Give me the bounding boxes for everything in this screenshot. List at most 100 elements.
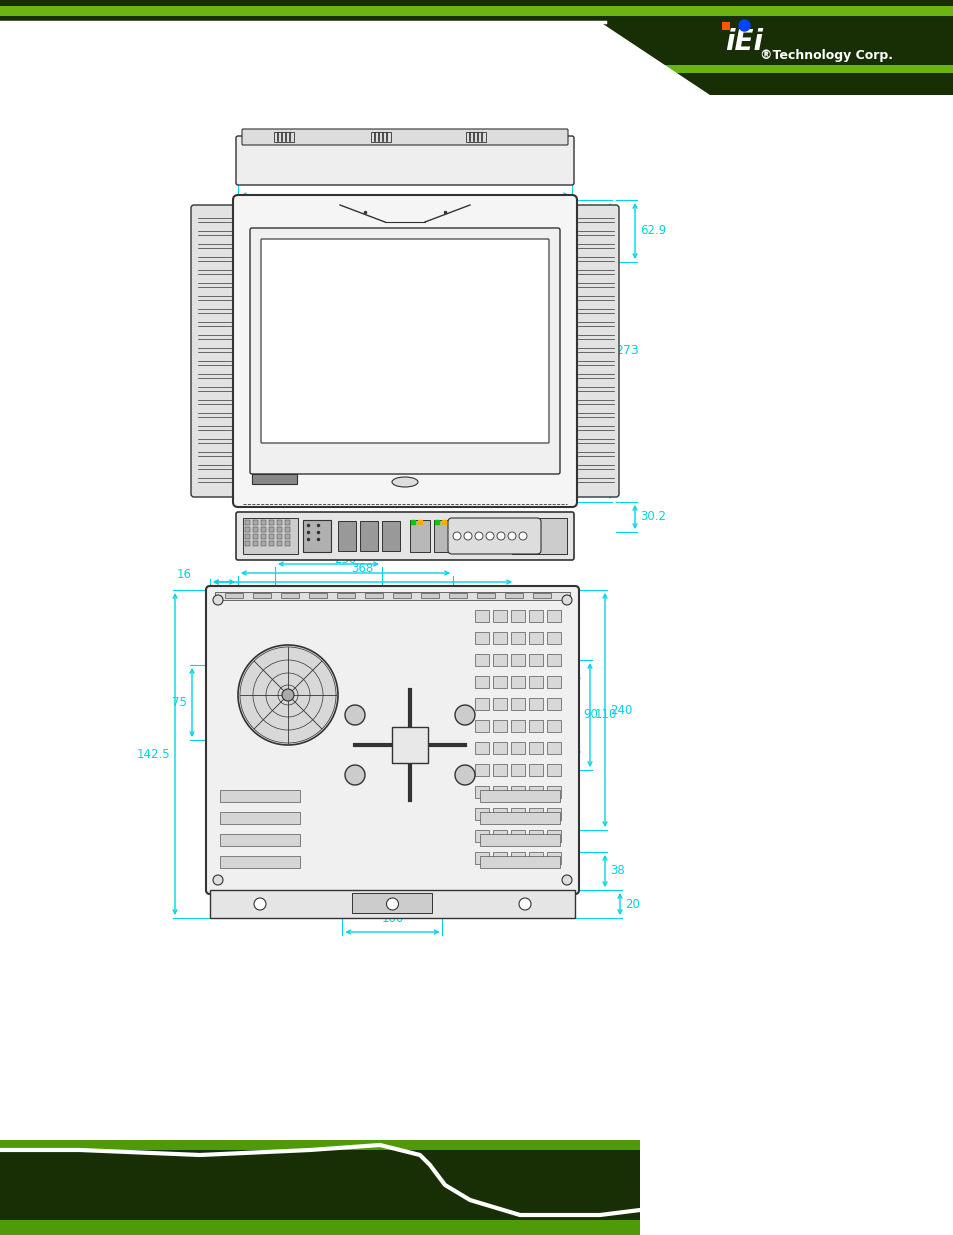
Bar (546, 655, 560, 666)
Bar (511, 742, 524, 755)
Bar (276, 520, 282, 525)
Bar (253, 520, 257, 525)
Bar (274, 132, 294, 142)
Bar (245, 534, 250, 538)
Circle shape (497, 532, 504, 540)
Circle shape (518, 898, 531, 910)
Bar (493, 632, 506, 643)
Bar (475, 808, 489, 820)
Bar (511, 720, 524, 732)
Bar (533, 593, 551, 598)
Bar (529, 785, 542, 798)
Text: 400: 400 (393, 175, 416, 188)
Bar (479, 856, 559, 868)
Text: 273: 273 (615, 345, 639, 357)
Bar (511, 852, 524, 864)
Bar (475, 632, 489, 643)
Text: 250: 250 (334, 553, 356, 566)
Bar (245, 527, 250, 532)
Bar (371, 132, 391, 142)
Bar (529, 632, 542, 643)
Bar (475, 742, 489, 755)
Bar (269, 534, 274, 538)
Bar (529, 742, 542, 755)
Text: iEi: iEi (724, 28, 762, 56)
Polygon shape (639, 1140, 953, 1235)
Bar (393, 593, 411, 598)
Bar (0, 1220, 953, 1235)
Bar (352, 893, 432, 913)
Bar (285, 541, 290, 546)
Text: 240: 240 (609, 704, 632, 716)
Text: 62.9: 62.9 (639, 225, 665, 237)
Text: 38: 38 (609, 864, 624, 878)
Bar (493, 720, 506, 732)
Circle shape (561, 876, 572, 885)
Bar (220, 856, 299, 868)
FancyBboxPatch shape (448, 517, 540, 555)
Text: 90: 90 (582, 709, 598, 721)
Bar (336, 593, 355, 598)
Bar (511, 632, 524, 643)
Bar (546, 785, 560, 798)
Bar (309, 593, 327, 598)
Bar (0, 6, 953, 16)
Circle shape (386, 898, 398, 910)
Bar (365, 593, 382, 598)
Bar (269, 541, 274, 546)
Bar (245, 520, 250, 525)
Bar (261, 527, 266, 532)
Text: 100: 100 (381, 911, 403, 925)
Circle shape (213, 876, 223, 885)
Bar (493, 742, 506, 755)
Bar (253, 527, 257, 532)
Bar (243, 517, 297, 555)
Bar (529, 676, 542, 688)
Circle shape (455, 705, 475, 725)
Bar (420, 593, 438, 598)
Bar (285, 534, 290, 538)
Circle shape (463, 532, 472, 540)
Bar (269, 527, 274, 532)
Bar (511, 698, 524, 710)
FancyBboxPatch shape (235, 136, 574, 185)
Bar (475, 764, 489, 776)
Text: ®Technology Corp.: ®Technology Corp. (760, 48, 892, 62)
Bar (511, 785, 524, 798)
Bar (0, 65, 953, 73)
Bar (220, 811, 299, 824)
Bar (214, 592, 569, 600)
Bar (276, 534, 282, 538)
Bar (493, 764, 506, 776)
Bar (529, 610, 542, 622)
Bar (475, 676, 489, 688)
Bar (493, 655, 506, 666)
Text: 20: 20 (624, 898, 639, 910)
Text: 142.5: 142.5 (136, 747, 170, 761)
Bar (475, 852, 489, 864)
Bar (261, 541, 266, 546)
Bar (504, 593, 522, 598)
Bar (281, 593, 298, 598)
Bar (285, 527, 290, 532)
Circle shape (282, 689, 294, 701)
Bar (493, 698, 506, 710)
Bar (0, 1140, 953, 1150)
Bar (511, 610, 524, 622)
Bar (529, 698, 542, 710)
Circle shape (213, 595, 223, 605)
Bar (529, 808, 542, 820)
Bar (493, 830, 506, 842)
Bar (253, 593, 271, 598)
Bar (546, 610, 560, 622)
Bar (546, 698, 560, 710)
Bar (479, 811, 559, 824)
Bar (465, 132, 485, 142)
Bar (479, 790, 559, 802)
Bar (546, 632, 560, 643)
Bar (210, 890, 575, 918)
Circle shape (253, 898, 266, 910)
Text: 16: 16 (177, 568, 192, 582)
Bar (462, 520, 489, 552)
Bar (493, 520, 518, 552)
